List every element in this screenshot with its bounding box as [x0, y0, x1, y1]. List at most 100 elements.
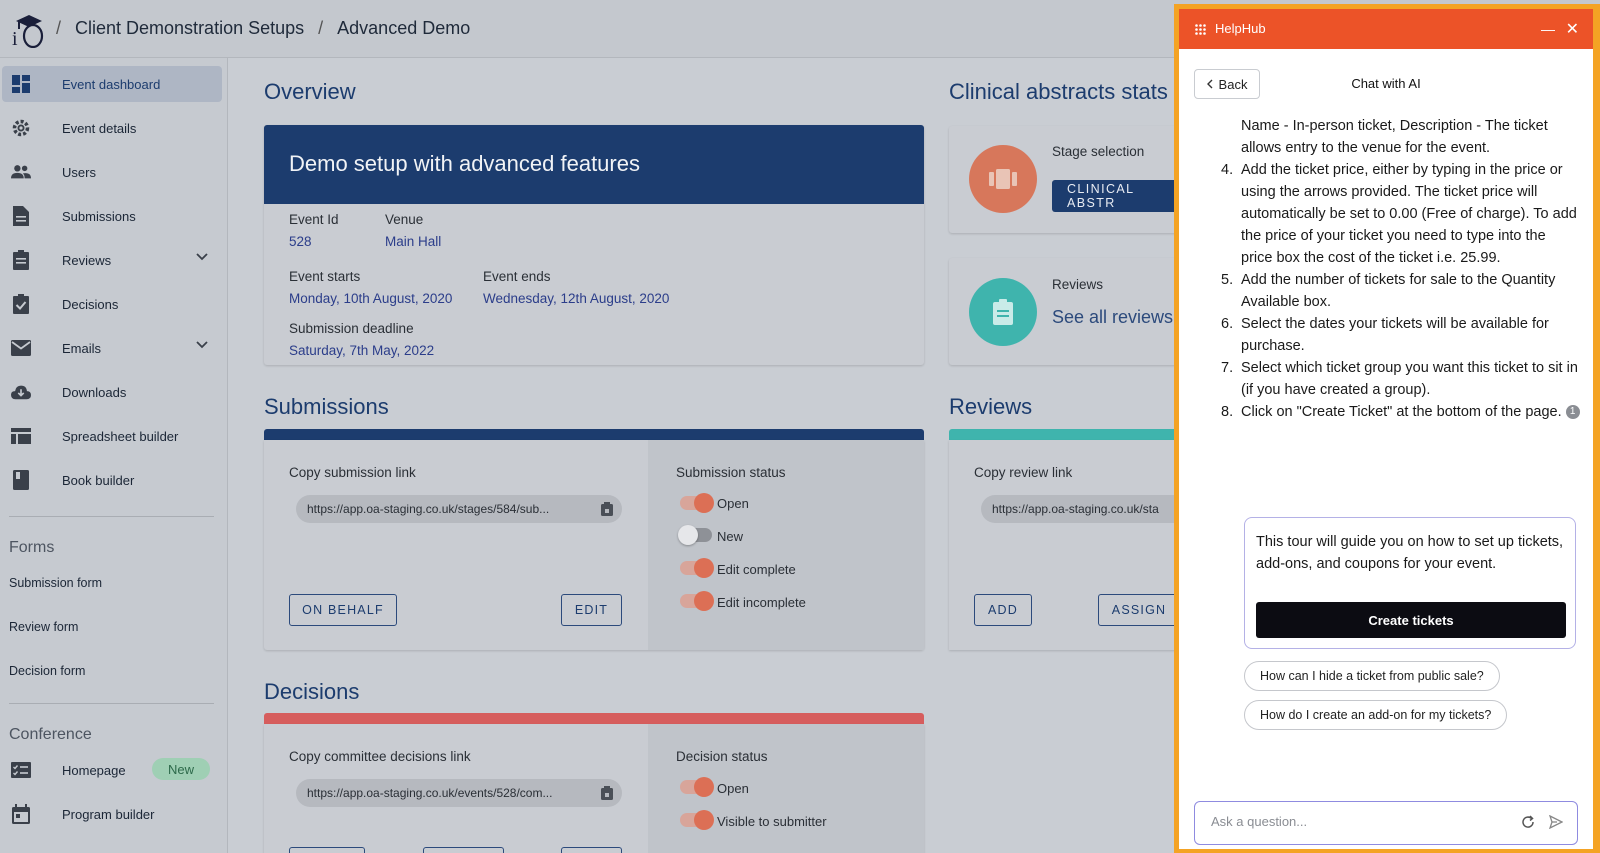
toggle-knob: [694, 777, 714, 797]
dashboard-icon: [11, 74, 31, 94]
sidebar-item-users[interactable]: Users: [2, 154, 222, 190]
checklist-icon: [11, 760, 31, 780]
decisions-button-2[interactable]: [423, 847, 504, 853]
review-link-field[interactable]: https://app.oa-staging.co.uk/sta: [981, 495, 1179, 523]
event-id-value: 528: [289, 234, 312, 249]
chevron-down-icon: [196, 253, 208, 261]
sidebar-item-submissions[interactable]: Submissions: [2, 198, 222, 234]
step-number: 8.: [1221, 404, 1234, 420]
sidebar-item-review-form[interactable]: Review form: [9, 620, 79, 634]
submission-status-title: Submission status: [676, 465, 786, 480]
step-number: 6.: [1221, 316, 1234, 332]
forms-section-title: Forms: [9, 539, 55, 556]
send-icon[interactable]: [1549, 815, 1563, 829]
breadcrumb-item-setups[interactable]: Client Demonstration Setups: [75, 18, 305, 38]
sidebar-item-reviews[interactable]: Reviews: [2, 242, 222, 278]
minimize-icon[interactable]: —: [1541, 21, 1555, 37]
sidebar-item-decision-form[interactable]: Decision form: [9, 664, 86, 678]
sidebar-item-label: Downloads: [62, 384, 127, 400]
sidebar-item-spreadsheet-builder[interactable]: Spreadsheet builder: [2, 418, 222, 454]
decision-open-label: Open: [717, 781, 749, 796]
chevron-down-icon: [196, 341, 208, 349]
sidebar-item-emails[interactable]: Emails: [2, 330, 222, 366]
stage-select-button[interactable]: CLINICAL ABSTR: [1052, 180, 1179, 212]
sidebar-item-homepage[interactable]: Homepage: [2, 752, 222, 788]
refresh-icon[interactable]: [1521, 815, 1535, 829]
table-icon: [11, 426, 31, 446]
venue-label: Venue: [385, 212, 424, 227]
see-all-reviews-link[interactable]: See all reviews: [1052, 307, 1174, 327]
svg-text:i: i: [12, 28, 18, 48]
sidebar-item-downloads[interactable]: Downloads: [2, 374, 222, 410]
deadline-label: Submission deadline: [289, 321, 414, 336]
reviews-stat-icon: [969, 278, 1037, 346]
logo-icon[interactable]: i: [12, 12, 46, 48]
decision-status-title: Decision status: [676, 749, 768, 764]
sidebar-item-decisions[interactable]: Decisions: [2, 286, 222, 322]
clipboard-check-icon: [11, 294, 31, 314]
sidebar-item-book-builder[interactable]: Book builder: [2, 462, 222, 498]
ask-question-input[interactable]: [1211, 814, 1491, 829]
toggle-edit-incomplete[interactable]: [680, 591, 714, 611]
back-button[interactable]: Back: [1194, 69, 1260, 99]
new-badge: New: [152, 758, 210, 780]
calendar-icon: [11, 804, 31, 824]
status-new-label: New: [717, 529, 744, 544]
sidebar-item-label: Event dashboard: [62, 76, 161, 92]
toggle-edit-complete[interactable]: [680, 558, 714, 578]
event-ends-value: Wednesday, 12th August, 2020: [483, 291, 670, 306]
decisions-link-field[interactable]: https://app.oa-staging.co.uk/events/528/…: [296, 779, 622, 807]
sidebar-item-label: Book builder: [62, 472, 135, 488]
stage-label: Stage selection: [1052, 144, 1145, 159]
submission-link-text: https://app.oa-staging.co.uk/stages/584/…: [307, 502, 550, 516]
helphub-header: HelpHub — ✕: [1179, 9, 1593, 49]
sidebar-item-label: Decisions: [62, 296, 119, 312]
step-text: Select which ticket group you want this …: [1241, 360, 1578, 398]
toggle-open[interactable]: [680, 493, 714, 513]
status-open-label: Open: [717, 496, 749, 511]
tour-card: This tour will guide you on how to set u…: [1244, 517, 1576, 649]
clipboard-icon: [11, 250, 31, 270]
venue-value: Main Hall: [385, 234, 442, 249]
toggle-visible-to-submitter[interactable]: [680, 810, 714, 830]
chat-title: Chat with AI: [1351, 76, 1421, 91]
gear-icon: [11, 118, 31, 138]
step-number: 7.: [1221, 360, 1234, 376]
suggestion-chip[interactable]: How can I hide a ticket from public sale…: [1244, 661, 1500, 691]
book-icon: [11, 470, 31, 490]
create-tickets-button[interactable]: Create tickets: [1256, 602, 1566, 638]
toggle-knob: [694, 591, 714, 611]
copy-review-label: Copy review link: [974, 465, 1073, 480]
visible-to-submitter-label: Visible to submitter: [717, 814, 827, 829]
list-item: 7. Select which ticket group you want thi…: [1221, 357, 1581, 401]
on-behalf-button[interactable]: ON BEHALF: [289, 594, 397, 626]
review-link-text: https://app.oa-staging.co.uk/sta: [992, 502, 1159, 516]
toggle-decision-open[interactable]: [680, 777, 714, 797]
overview-title: Overview: [264, 79, 356, 104]
close-icon[interactable]: ✕: [1565, 21, 1579, 38]
add-button[interactable]: ADD: [974, 594, 1032, 626]
sidebar-item-label: Event details: [62, 120, 137, 136]
suggestion-chip[interactable]: How do I create an add-on for my tickets…: [1244, 700, 1508, 730]
event-starts-label: Event starts: [289, 269, 361, 284]
sidebar-item-submission-form[interactable]: Submission form: [9, 576, 103, 590]
decisions-button-1[interactable]: [289, 847, 365, 853]
sidebar-item-program-builder[interactable]: Program builder: [2, 796, 222, 832]
sidebar-item-event-dashboard[interactable]: Event dashboard: [2, 66, 222, 102]
submission-link-field[interactable]: https://app.oa-staging.co.uk/stages/584/…: [296, 495, 622, 523]
breadcrumb: / Client Demonstration Setups / Advanced…: [56, 18, 470, 39]
copy-icon[interactable]: [601, 786, 613, 800]
toggle-new[interactable]: [678, 525, 712, 545]
sidebar-item-event-details[interactable]: Event details: [2, 110, 222, 146]
step-text: Click on "Create Ticket" at the bottom o…: [1241, 404, 1562, 420]
helphub-title: HelpHub: [1215, 21, 1266, 36]
banner-title: Demo setup with advanced features: [289, 151, 640, 176]
sidebar-item-label: Spreadsheet builder: [62, 428, 179, 444]
copy-icon[interactable]: [601, 502, 613, 516]
sidebar-item-label: Users: [62, 164, 96, 180]
decisions-button-3[interactable]: [561, 847, 622, 853]
edit-button[interactable]: EDIT: [561, 594, 622, 626]
reviews-title: Reviews: [949, 394, 1033, 419]
assign-button[interactable]: ASSIGN: [1098, 594, 1179, 626]
footnote-badge[interactable]: 1: [1565, 405, 1580, 420]
